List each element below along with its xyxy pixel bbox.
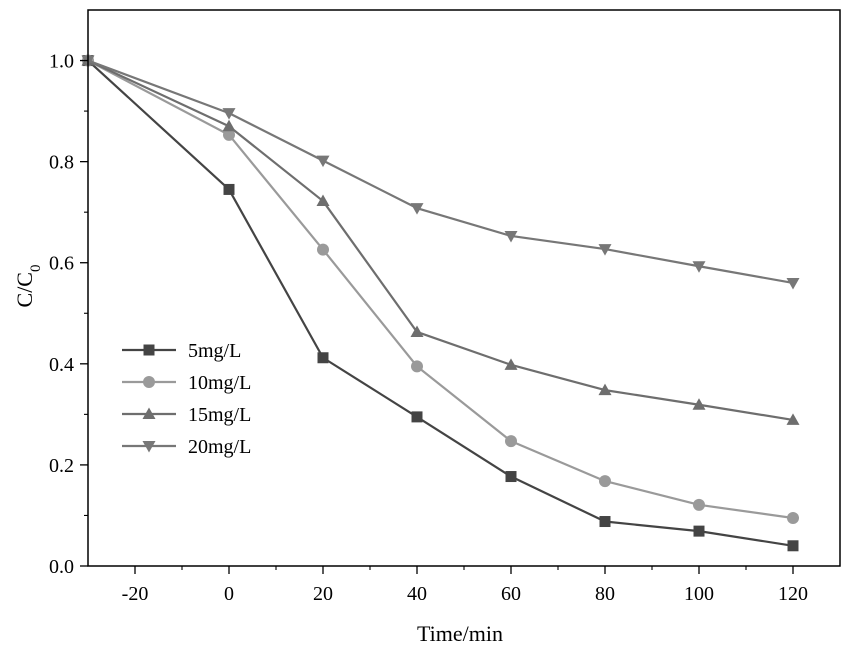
data-point (410, 325, 424, 337)
data-point (505, 471, 517, 483)
x-tick-label: 100 (684, 583, 714, 605)
series-line-2 (87, 59, 794, 520)
data-point (786, 277, 800, 290)
legend-marker (143, 344, 155, 356)
legend-label: 20mg/L (188, 436, 251, 458)
data-point (598, 383, 612, 396)
data-point (599, 516, 611, 528)
data-point (693, 498, 705, 511)
data-point (692, 398, 706, 410)
data-point (504, 230, 518, 243)
data-point (786, 413, 800, 425)
x-tick-label: 80 (595, 583, 615, 605)
plot-frame (87, 9, 841, 567)
y-tick-label: 0.4 (49, 354, 74, 376)
y-tick-label: 0.6 (49, 253, 74, 275)
y-tick-label: 0.2 (49, 455, 74, 477)
plot-area (81, 54, 800, 552)
legend-label: 5mg/L (188, 340, 241, 362)
legend-label: 10mg/L (188, 372, 251, 394)
data-point (222, 108, 236, 120)
legend-marker (142, 441, 156, 453)
data-point (598, 244, 612, 256)
y-axis-title-subscript: 0 (28, 265, 44, 273)
data-point (317, 352, 329, 364)
axes: -20 0 20 40 60 80 100 120 0.0 0.2 0.4 0.6 0.8 1.0 (49, 9, 841, 605)
legend: 5mg/L 10mg/L 15mg/L 20mg/L (122, 340, 251, 458)
data-point (316, 194, 330, 207)
y-tick-label: 0.8 (49, 152, 74, 174)
x-tick-label: 20 (313, 583, 333, 605)
data-point (787, 540, 799, 552)
x-tick-label: 0 (224, 583, 234, 605)
data-point (222, 119, 236, 132)
series-line-1 (87, 59, 794, 547)
data-point (787, 511, 799, 524)
data-point (223, 183, 235, 195)
legend-marker (143, 376, 155, 388)
x-tick-label: 60 (501, 583, 521, 605)
x-tick-label: 120 (778, 583, 808, 605)
data-point (410, 203, 424, 215)
data-point (316, 155, 330, 168)
y-axis-title-main: C/C (12, 272, 37, 307)
series-line-4 (87, 59, 794, 285)
data-point (411, 360, 423, 373)
legend-marker (142, 407, 156, 419)
x-axis-title: Time/min (417, 621, 503, 646)
y-axis-title: C/C0 (12, 265, 44, 308)
y-tick-label: 1.0 (49, 51, 74, 73)
x-tick-label: -20 (122, 583, 149, 605)
y-tick-label: 0.0 (49, 556, 74, 578)
x-tick-label: 40 (407, 583, 427, 605)
legend-label: 15mg/L (188, 404, 251, 426)
data-point (411, 411, 423, 423)
series-line-3 (87, 59, 794, 422)
data-point (599, 475, 611, 488)
data-point (693, 525, 705, 537)
data-point (505, 435, 517, 448)
data-point (223, 128, 235, 141)
data-point (504, 358, 518, 370)
data-point (692, 261, 706, 273)
data-point (317, 243, 329, 256)
